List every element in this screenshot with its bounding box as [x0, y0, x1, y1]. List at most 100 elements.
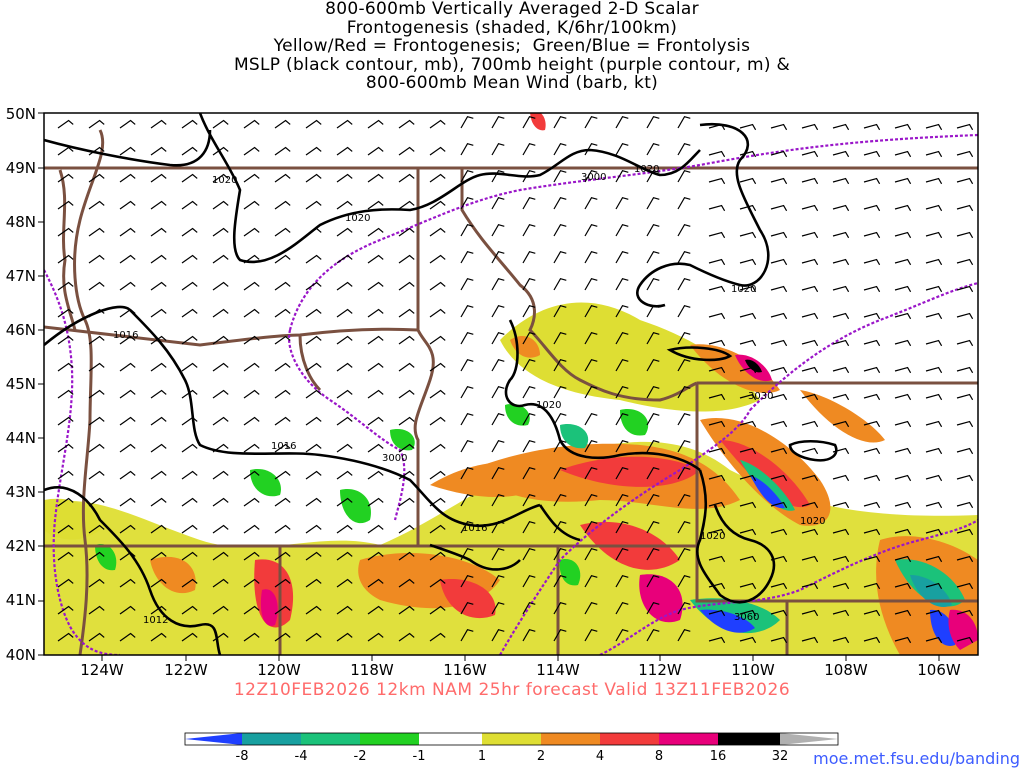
wind-barb: [553, 412, 567, 426]
wind-barb: [553, 250, 567, 264]
lat-label: 41N: [6, 591, 36, 609]
wind-barb: [677, 115, 691, 129]
wind-barb: [336, 308, 353, 318]
wind-barb: [522, 601, 536, 615]
wind-barb: [150, 227, 167, 237]
wind-barb: [832, 501, 850, 509]
wind-barb: [181, 497, 198, 507]
wind-barb: [801, 204, 819, 212]
wind-barb: [119, 119, 136, 129]
wind-barb: [863, 177, 881, 185]
wind-barb: [925, 636, 943, 644]
title-line-2: Frontogenesis (shaded, K/6hr/100km): [346, 17, 678, 38]
mslp-label: 1020: [700, 531, 725, 542]
wind-barb: [491, 358, 505, 372]
wind-barb: [832, 528, 850, 536]
wind-barb: [119, 308, 136, 318]
colorbar-label: -8: [236, 749, 249, 764]
wind-barb: [708, 150, 726, 158]
wind-barb: [57, 335, 74, 345]
wind-barb: [708, 447, 726, 455]
mslp-label: 1012: [143, 615, 168, 626]
wind-barb: [553, 304, 567, 318]
wind-barb: [57, 632, 74, 642]
mslp-contours: [44, 113, 838, 655]
wind-barb: [894, 447, 912, 455]
wind-barb: [770, 366, 788, 374]
colorbar-swatch: [659, 733, 718, 745]
lat-label: 48N: [6, 213, 36, 231]
wind-barb: [491, 277, 505, 291]
wind-barb: [615, 250, 629, 264]
credit-link[interactable]: moe.met.fsu.edu/banding: [813, 749, 1020, 768]
wind-barb: [491, 304, 505, 318]
colorbar-lower-arrow: [185, 733, 242, 745]
wind-barb: [553, 466, 567, 480]
wind-barb: [212, 524, 229, 534]
wind-barb: [584, 196, 598, 210]
wind-barb: [460, 547, 474, 561]
wind-barb: [739, 555, 757, 563]
wind-barb: [398, 470, 415, 480]
wind-barb: [801, 339, 819, 347]
wind-barb: [956, 231, 974, 239]
wind-barb: [367, 119, 384, 129]
wind-barb: [336, 281, 353, 291]
wind-barb: [305, 362, 322, 372]
wind-barb: [553, 628, 567, 642]
wind-barb: [584, 574, 598, 588]
wind-barb: [460, 412, 474, 426]
wind-barb: [150, 470, 167, 480]
wind-barb: [677, 520, 691, 534]
wind-barb: [119, 416, 136, 426]
wind-barb: [894, 123, 912, 131]
wind-barb: [429, 119, 446, 129]
wind-barb: [398, 146, 415, 156]
title-line-1: 800-600mb Vertically Averaged 2-D Scalar: [325, 0, 699, 19]
wind-barb: [150, 173, 167, 183]
wind-barb: [646, 628, 660, 642]
wind-barb: [274, 335, 291, 345]
wind-barb: [522, 115, 536, 129]
wind-barb: [677, 196, 691, 210]
wind-barb: [460, 169, 474, 183]
wind-barb: [863, 474, 881, 482]
wind-barb: [336, 578, 353, 588]
lat-label: 47N: [6, 267, 36, 285]
wind-barb: [491, 412, 505, 426]
wind-barb: [615, 520, 629, 534]
wind-barb: [243, 443, 260, 453]
wind-barb: [553, 169, 567, 183]
wind-barb: [212, 416, 229, 426]
lon-label: 106W: [917, 661, 961, 679]
wind-barb: [119, 389, 136, 399]
mslp-label: 1020: [345, 213, 370, 224]
wind-barb: [894, 312, 912, 320]
wind-barb: [801, 177, 819, 185]
wind-barb: [336, 362, 353, 372]
wind-barb: [832, 609, 850, 617]
wind-barb: [150, 335, 167, 345]
height-contours: [44, 133, 978, 655]
colorbar-swatch: [541, 733, 600, 745]
wind-barb: [863, 582, 881, 590]
wind-barb: [274, 254, 291, 264]
wind-barb: [181, 443, 198, 453]
wind-barb: [863, 393, 881, 401]
wind-barb: [801, 501, 819, 509]
wind-barb: [584, 358, 598, 372]
wind-barb: [522, 574, 536, 588]
wind-barb: [677, 250, 691, 264]
wind-barb: [119, 632, 136, 642]
wind-barb: [398, 173, 415, 183]
wind-barb: [429, 281, 446, 291]
lat-label: 44N: [6, 429, 36, 447]
wind-barb: [615, 142, 629, 156]
wind-barb: [770, 204, 788, 212]
wind-barb: [615, 115, 629, 129]
wind-barb: [925, 123, 943, 131]
wind-barb: [584, 142, 598, 156]
wind-barb: [398, 308, 415, 318]
wind-barb: [243, 200, 260, 210]
wind-barb: [491, 250, 505, 264]
